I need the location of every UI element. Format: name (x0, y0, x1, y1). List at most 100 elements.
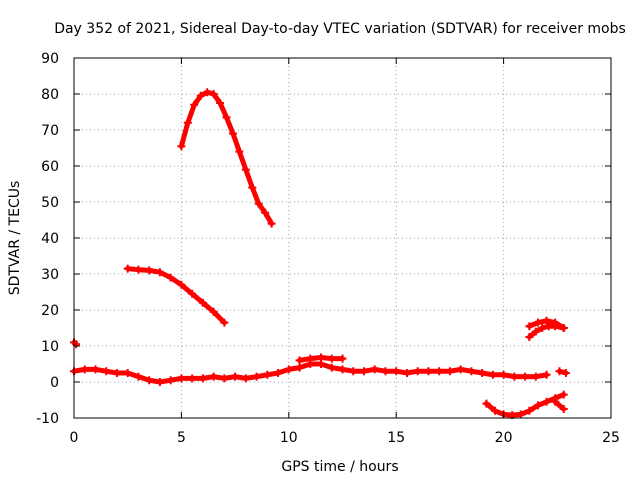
data-point-arc-9-1 (559, 405, 568, 413)
data-point-arc-4-14 (267, 219, 276, 228)
x-axis-label: GPS time / hours (281, 459, 398, 475)
data-point-arc-2-25 (338, 365, 347, 374)
y-tick-label-9: 80 (41, 87, 59, 103)
series-arc-6 (482, 390, 568, 420)
data-point-arc-6-9 (559, 390, 568, 399)
data-point-arc-4-9 (235, 147, 244, 156)
x-tick-label-3: 15 (387, 430, 405, 446)
x-tick-label-0: 0 (70, 430, 79, 446)
data-point-arc-2-14 (220, 374, 229, 383)
data-point-arc-2-32 (413, 367, 422, 376)
data-point-arc-2-6 (134, 372, 143, 381)
x-tick-label-4: 20 (495, 430, 513, 446)
series-arc-5 (295, 353, 347, 365)
data-point-arc-3-1 (134, 265, 143, 274)
data-point-arc-2-27 (359, 367, 368, 376)
data-point-arc-2-16 (241, 374, 250, 383)
data-point-arc-8-3 (551, 318, 560, 327)
data-point-arc-7-2 (538, 324, 547, 332)
data-point-arc-3-7 (198, 298, 207, 307)
data-point-arc-2-39 (488, 370, 497, 379)
series-arc-9 (551, 397, 568, 413)
data-point-arc-4-3 (196, 91, 205, 100)
data-point-arc-3-8 (209, 307, 218, 316)
data-point-arc-2-10 (177, 374, 186, 383)
data-point-arc-3-3 (155, 268, 164, 277)
y-tick-label-6: 50 (41, 195, 59, 211)
data-point-arc-4-11 (248, 183, 257, 192)
data-point-arc-2-42 (521, 372, 530, 381)
y-tick-label-8: 70 (41, 123, 59, 139)
data-point-arc-2-28 (370, 365, 379, 374)
data-point-arc-6-1 (491, 406, 500, 415)
data-point-arc-3-4 (166, 273, 175, 282)
data-point-arc-4-0 (177, 142, 186, 151)
data-point-arc-3-2 (145, 266, 154, 275)
data-point-arc-2-11 (188, 374, 197, 383)
data-point-arc-6-6 (533, 401, 542, 410)
axis-ticks: 0 5 10 15 20 25 -10 0 10 20 30 40 50 60 70 80 90 (36, 51, 620, 446)
data-point-arc-2-7 (145, 376, 154, 385)
data-point-arc-2-38 (478, 369, 487, 377)
data-point-arc-4-6 (216, 99, 225, 107)
data-point-arc-7-1 (531, 327, 540, 336)
data-point-arc-2-3 (102, 367, 111, 376)
y-tick-label-4: 30 (41, 267, 59, 283)
series-line-arc-6 (483, 392, 567, 418)
data-point-arc-2-44 (542, 370, 551, 379)
data-series (70, 88, 570, 420)
x-tick-label-1: 5 (177, 430, 186, 446)
data-point-arc-10-1 (561, 369, 570, 377)
y-tick-label-3: 20 (41, 303, 59, 319)
data-point-arc-2-8 (155, 378, 164, 386)
y-tick-label-10: 90 (41, 51, 59, 67)
data-point-arc-6-0 (482, 399, 491, 408)
data-point-arc-6-7 (542, 397, 551, 406)
data-point-arc-2-12 (198, 374, 207, 383)
data-point-arc-2-41 (510, 372, 519, 381)
data-point-arc-2-1 (80, 365, 89, 374)
series-arc-10 (555, 367, 570, 377)
data-point-arc-3-9 (220, 318, 229, 327)
y-tick-label-1: 0 (50, 375, 59, 391)
data-point-arc-5-3 (327, 354, 336, 363)
data-point-arc-2-18 (263, 370, 272, 379)
data-point-arc-6-5 (525, 406, 534, 415)
data-point-arc-9-0 (551, 397, 560, 406)
data-point-arc-6-4 (516, 410, 525, 419)
data-point-arc-2-34 (435, 367, 444, 376)
data-point-arc-2-36 (456, 365, 465, 374)
data-point-arc-4-4 (203, 88, 212, 97)
data-point-arc-2-37 (467, 367, 476, 376)
data-point-arc-2-29 (381, 367, 390, 376)
chart-title: Day 352 of 2021, Sidereal Day-to-day VTE… (54, 21, 626, 37)
data-point-arc-2-13 (209, 372, 218, 381)
data-point-arc-5-4 (338, 354, 347, 363)
data-point-arc-8-0 (525, 322, 534, 331)
data-point-arc-4-13 (261, 208, 270, 217)
data-point-arc-5-0 (295, 356, 304, 365)
data-point-arc-2-19 (274, 369, 283, 377)
data-point-arc-2-5 (123, 369, 132, 377)
data-point-arc-2-35 (445, 367, 454, 376)
series-arc-4 (177, 88, 276, 228)
data-point-arc-2-21 (295, 363, 304, 372)
y-tick-label-2: 10 (41, 339, 59, 355)
data-point-arc-8-4 (559, 324, 568, 332)
data-point-arc-4-12 (254, 199, 263, 208)
x-tick-label-5: 25 (602, 430, 620, 446)
data-point-arc-2-15 (231, 372, 240, 381)
data-point-arc-4-2 (190, 100, 199, 109)
data-point-arc-10-0 (555, 367, 564, 376)
series-arc-8 (525, 316, 568, 332)
data-point-arc-5-1 (306, 354, 315, 363)
data-point-arc-3-5 (177, 280, 186, 289)
data-point-arc-2-40 (499, 370, 508, 379)
data-point-arc-3-0 (123, 264, 132, 273)
data-point-arc-8-1 (533, 318, 542, 327)
data-point-arc-2-30 (392, 367, 401, 376)
y-tick-label-5: 40 (41, 231, 59, 247)
data-point-arc-2-43 (531, 372, 540, 381)
series-line-arc-3 (125, 266, 227, 326)
